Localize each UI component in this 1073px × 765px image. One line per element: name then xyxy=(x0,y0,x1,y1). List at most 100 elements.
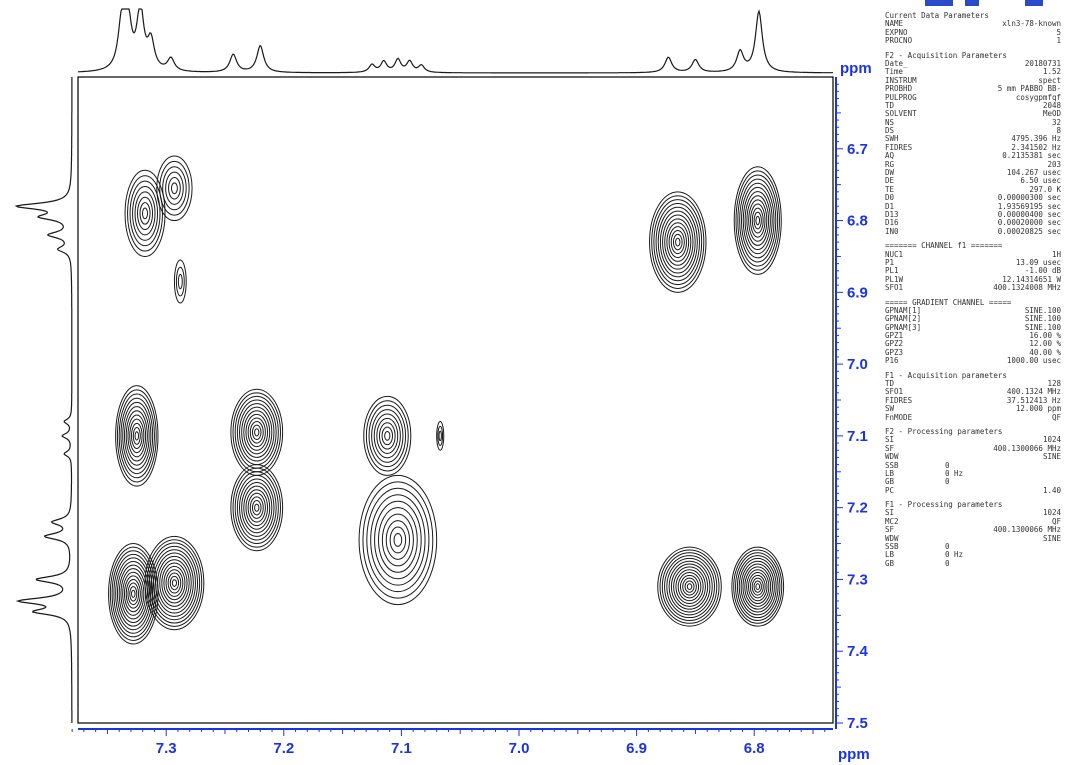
contour-level xyxy=(169,575,180,591)
param-row: GPZ3 40.00 % xyxy=(885,347,1061,357)
param-row: PROBHD 5 mm PABBO BB- xyxy=(885,84,1061,94)
y-tick-label: 7.1 xyxy=(847,428,868,445)
contour-level xyxy=(363,395,412,476)
contour-level xyxy=(251,424,262,440)
param-key: GB xyxy=(885,558,895,568)
contour-level xyxy=(733,549,783,624)
param-key: PL1W xyxy=(885,274,904,284)
contour-level xyxy=(740,182,775,259)
param-key: IN0 xyxy=(885,226,899,236)
param-key: GPZ2 xyxy=(885,339,904,349)
param-header-text: F1 - Processing parameters xyxy=(885,500,1003,510)
contour-level xyxy=(358,474,438,606)
param-row: P1 13.09 usec xyxy=(885,258,1061,267)
contour-level xyxy=(378,422,396,450)
contour-level xyxy=(177,273,183,290)
param-key: PULPROG xyxy=(885,92,917,102)
param-row: GPNAM[2] SINE.100 xyxy=(885,314,1061,323)
contour-level xyxy=(175,266,185,297)
param-value: 0.2135381 sec xyxy=(1002,151,1061,161)
param-value: 1024 xyxy=(1042,508,1061,518)
param-value: 32 xyxy=(1051,117,1061,127)
param-value: 37.512413 Hz xyxy=(1006,395,1061,405)
contour-level xyxy=(655,202,700,282)
param-row: SWH 4795.396 Hz xyxy=(885,135,1061,144)
contour-level xyxy=(684,580,695,593)
contour-level xyxy=(657,206,698,278)
param-value: SINE.100 xyxy=(1024,305,1061,315)
contour-level xyxy=(659,210,696,274)
contour-level xyxy=(371,409,404,463)
contour-level xyxy=(144,535,205,631)
param-key: TE xyxy=(885,184,895,194)
param-value: QF xyxy=(1051,516,1061,526)
contour-level xyxy=(239,478,275,537)
contour-level xyxy=(173,259,187,304)
param-value: 12.000 ppm xyxy=(1015,404,1061,414)
contour-level xyxy=(737,174,779,267)
plot-frame xyxy=(77,76,834,724)
param-row: IN0 0.00020825 sec xyxy=(885,226,1061,236)
x-axis: 7.3 7.2 7.1 7.0 6.9 6.8 xyxy=(71,728,833,757)
cross-peak xyxy=(230,464,284,552)
param-value: spect xyxy=(1038,75,1061,85)
contour-level xyxy=(170,182,178,195)
param-row: FnMODE QF xyxy=(885,412,1061,422)
param-value: 6.50 usec xyxy=(1020,176,1061,186)
contour-level xyxy=(127,582,140,606)
contour-level xyxy=(124,169,166,257)
contour-level xyxy=(125,578,141,609)
param-key: PC xyxy=(885,485,895,495)
param-value: 0.00000300 sec xyxy=(997,193,1061,203)
param-value: 0.00020000 sec xyxy=(997,218,1061,228)
contour-level xyxy=(127,175,164,252)
param-value: QF xyxy=(1051,412,1061,422)
param-key: Date_ xyxy=(885,58,908,68)
param-value: 5 mm PABBO BB- xyxy=(997,84,1061,94)
param-value: SINE.100 xyxy=(1024,322,1061,332)
contour-level xyxy=(653,199,703,286)
contour-level xyxy=(116,389,157,483)
contour-level xyxy=(152,549,196,617)
param-row: SI 1024 xyxy=(885,435,1061,444)
contour-level xyxy=(129,418,145,454)
contour-level xyxy=(230,388,284,476)
param-row: DS 8 xyxy=(885,126,1061,135)
contour-level xyxy=(672,233,683,251)
contour-level xyxy=(168,176,181,200)
param-row: GB 0 xyxy=(885,558,1061,568)
contour-level xyxy=(247,492,266,523)
cross-peak xyxy=(156,155,193,222)
param-value: 5 xyxy=(1056,27,1061,37)
param-value: 1.93569195 sec xyxy=(997,201,1061,211)
param-value: 400.1300066 MHz xyxy=(993,443,1061,453)
contour-level xyxy=(377,507,418,573)
param-row: Time 1.52 xyxy=(885,67,1061,76)
param-value: SINE xyxy=(1042,533,1061,543)
contour-level xyxy=(755,215,761,226)
contour-level xyxy=(659,549,720,624)
f1-projection-line xyxy=(14,77,73,723)
param-key: SI xyxy=(885,508,895,518)
contour-level xyxy=(159,559,190,607)
param-value: 297.0 K xyxy=(1029,184,1061,194)
param-row: EXPNO 5 xyxy=(885,27,1061,37)
param-header-text: ===== GRADIENT CHANNEL ===== xyxy=(885,297,1012,307)
contour-level xyxy=(241,482,273,534)
contour-level xyxy=(373,413,401,459)
param-key: GPZ3 xyxy=(885,347,904,357)
contour-level xyxy=(161,562,188,604)
contour-level xyxy=(137,196,154,231)
param-row: INSTRUM spect xyxy=(885,75,1061,85)
contour-level xyxy=(748,199,768,242)
contour-level xyxy=(749,203,766,238)
contour-level xyxy=(735,552,781,621)
y-axis: 6.7 6.8 6.9 7.0 7.1 7.2 7.3 7.4 7.5 xyxy=(835,77,869,732)
y-tick-label: 6.7 xyxy=(847,141,868,158)
contour-level xyxy=(365,400,409,472)
contour-level xyxy=(115,557,152,631)
param-value: 40.00 % xyxy=(1029,347,1061,357)
contour-level xyxy=(751,577,764,596)
contour-level xyxy=(749,574,766,599)
param-value: 16.00 % xyxy=(1029,331,1061,341)
